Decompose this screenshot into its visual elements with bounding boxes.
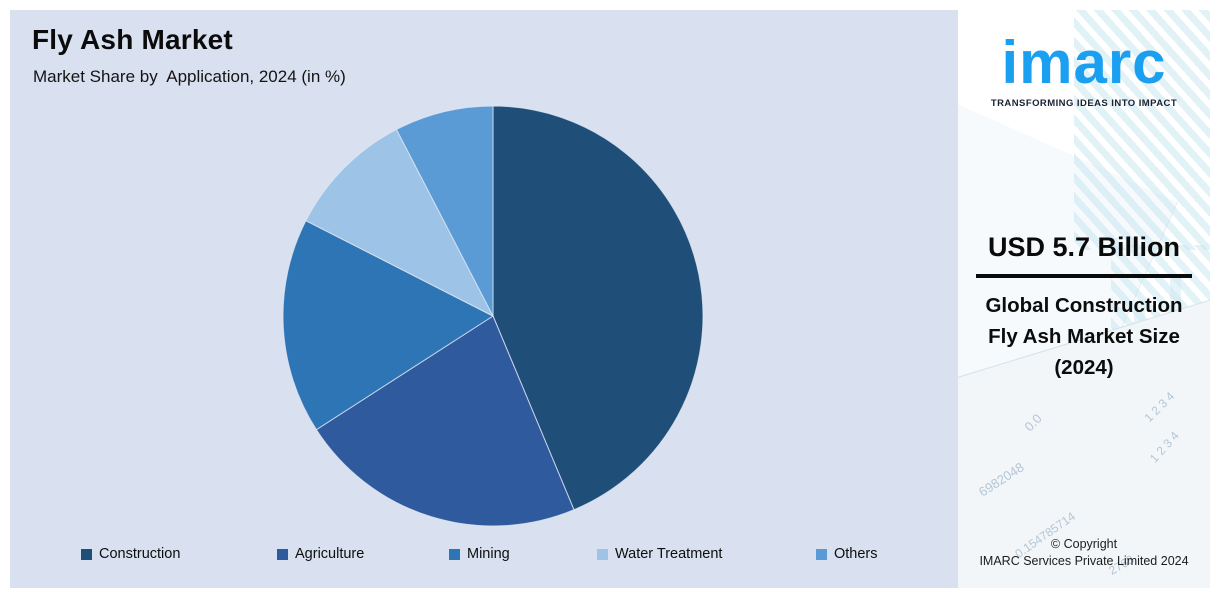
pie-slice-mining bbox=[282, 219, 495, 431]
stat-label-line: (2024) bbox=[1054, 356, 1114, 379]
pie-slice-construction bbox=[492, 105, 704, 511]
watermark-number: 6982048 bbox=[975, 459, 1027, 500]
copyright: © Copyright IMARC Services Private Limit… bbox=[958, 536, 1210, 570]
pie-slice-water-treatment bbox=[305, 128, 495, 318]
stat-block: USD 5.7 Billion Global Construction Fly … bbox=[958, 232, 1210, 383]
stat-label-line: Global Construction bbox=[985, 294, 1183, 317]
watermark-number: 1 2 3 4 bbox=[1146, 428, 1182, 466]
stat-value: USD 5.7 Billion bbox=[987, 232, 1181, 262]
chart-title: Fly Ash Market bbox=[32, 24, 233, 55]
pie-slice-others bbox=[395, 105, 494, 317]
chart-panel: Fly Ash Market Market Share by Applicati… bbox=[10, 10, 958, 588]
infographic: Fly Ash Market Market Share by Applicati… bbox=[10, 10, 1210, 588]
stat-divider bbox=[976, 274, 1192, 278]
stat-label: Global Construction Fly Ash Market Size … bbox=[958, 290, 1210, 383]
logo-text: imarc bbox=[1001, 29, 1167, 96]
chart-subtitle: Market Share by Application, 2024 (in %) bbox=[33, 67, 346, 86]
imarc-logo: imarc TRANSFORMING IDEAS INTO IMPACT bbox=[958, 29, 1210, 110]
watermark-number: 0.0 bbox=[1021, 410, 1045, 435]
watermark-number: 1 2 3 4 bbox=[1141, 389, 1178, 425]
stat-label-line: Fly Ash Market Size bbox=[988, 325, 1180, 348]
pie-slice-agriculture bbox=[315, 315, 575, 527]
logo-tagline: TRANSFORMING IDEAS INTO IMPACT bbox=[990, 98, 1178, 109]
copyright-line: IMARC Services Private Limited 2024 bbox=[979, 554, 1189, 568]
pie-chart bbox=[282, 105, 704, 527]
copyright-line: © Copyright bbox=[1050, 537, 1118, 551]
